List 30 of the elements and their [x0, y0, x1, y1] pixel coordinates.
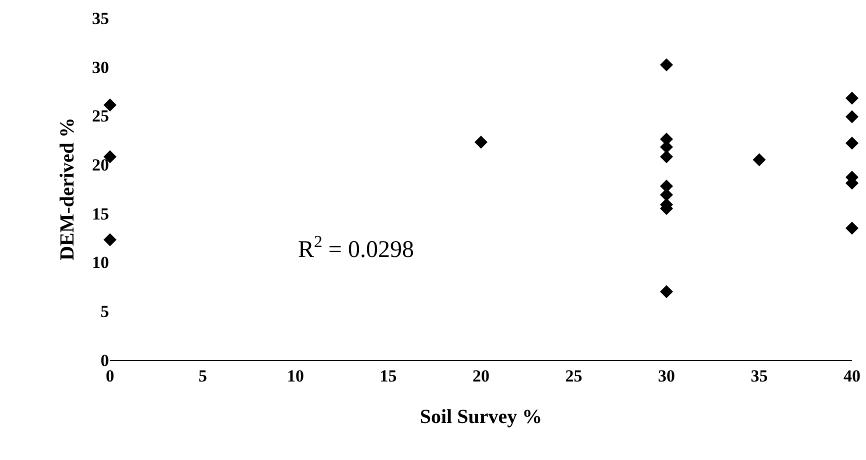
y-tick-label: 15: [92, 204, 109, 224]
y-tick-label: 25: [92, 106, 109, 126]
x-tick-label: 35: [750, 366, 768, 386]
point: [846, 110, 858, 124]
point: [474, 136, 488, 149]
point: [660, 150, 673, 164]
x-tick-label: 5: [198, 366, 207, 386]
point: [660, 58, 673, 72]
y-tick-label: 20: [92, 156, 109, 175]
point: [846, 222, 858, 235]
y-tick-label: 0: [100, 350, 109, 370]
y-tick-label: 10: [92, 253, 109, 272]
point: [104, 233, 116, 246]
point: [752, 153, 766, 166]
annotation: R$^{2}$ = 0.0298: [298, 232, 414, 264]
y-axis-title: DEM-derived %: [56, 118, 78, 260]
x-tick-label: 20: [472, 366, 490, 386]
x-tick-label: 25: [565, 366, 582, 386]
point: [846, 92, 858, 105]
y-tick-label: 35: [92, 8, 109, 28]
x-tick-label: 10: [287, 366, 304, 386]
x-axis-title: Soil Survey %: [420, 406, 542, 428]
y-tick-label: 30: [92, 58, 109, 77]
y-tick-label: 5: [100, 302, 109, 322]
point: [660, 285, 673, 298]
x-tick-label: 30: [658, 366, 675, 386]
x-tick-label: 15: [380, 366, 397, 386]
x-tick-label: 40: [844, 366, 860, 386]
point: [846, 136, 858, 150]
point: [104, 98, 116, 112]
